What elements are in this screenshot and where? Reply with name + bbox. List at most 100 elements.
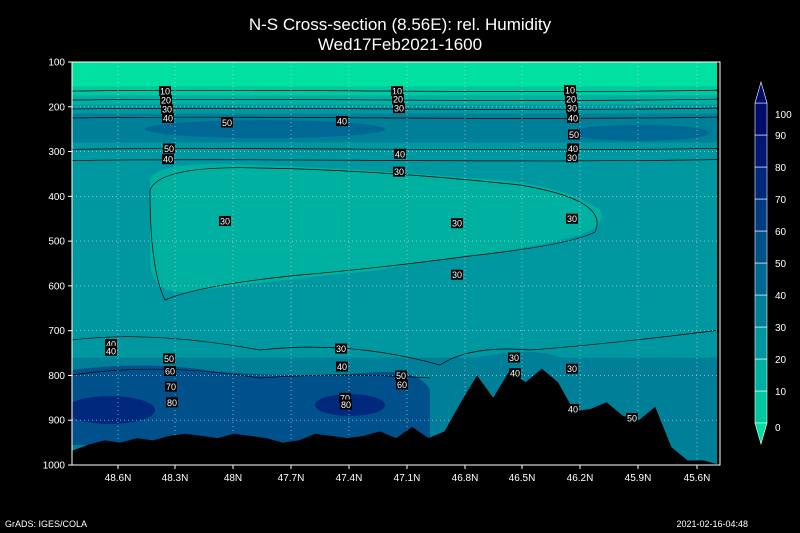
contour-label-bg	[566, 152, 578, 163]
contour-label-bg	[105, 339, 117, 350]
colorbar-segment	[754, 326, 768, 360]
contour-label: 40	[163, 155, 173, 165]
contour-label: 40	[568, 405, 578, 415]
humidity-patch	[570, 124, 710, 141]
contour-label: 20	[161, 96, 171, 106]
colorbar-tick-label: 80	[775, 163, 787, 174]
contour-label-bg	[159, 86, 171, 97]
contour-label-bg	[335, 343, 347, 354]
y-tick-label: 100	[48, 58, 65, 69]
contour-label-bg	[451, 218, 463, 229]
contour-line	[72, 98, 720, 101]
contour-label: 80	[341, 400, 351, 410]
chart-title: N-S Cross-section (8.56E): rel. Humidity	[248, 15, 552, 34]
contour-label: 50	[396, 371, 406, 381]
contour-label: 60	[165, 366, 175, 376]
x-tick-label: 48N	[224, 473, 242, 484]
contour-label: 40	[510, 369, 520, 379]
axes: 100 200 300 400 500 600 700 800 900 1000 48.6N 48.3…	[43, 58, 721, 484]
contour-label: 30	[162, 105, 172, 115]
humidity-band	[72, 142, 720, 152]
colorbar-tick-label: 90	[775, 131, 787, 142]
colorbar-tick-label: 70	[775, 195, 787, 206]
colorbar-tick-label: 30	[775, 323, 787, 334]
contour-label: 10	[160, 87, 170, 97]
contour-label: 40	[395, 149, 405, 159]
contour-label-bg	[566, 213, 578, 224]
contour-label: 40	[568, 144, 578, 154]
y-tick-label: 300	[48, 147, 65, 158]
contour-label-bg	[340, 399, 352, 410]
contour-label-bg	[391, 86, 403, 97]
footer-credit: GrADS: IGES/COLA	[5, 519, 88, 529]
y-tick-label: 1000	[43, 461, 66, 472]
humidity-band	[72, 62, 720, 87]
contour-label-bg	[395, 370, 407, 381]
y-tick-label: 700	[48, 326, 65, 337]
contour-label-bg	[162, 154, 174, 165]
contour-label-bg	[565, 94, 577, 105]
colorbar-segment	[754, 134, 768, 168]
contour-label: 70	[340, 393, 350, 403]
contour-label: 40	[568, 113, 578, 123]
contour-label-bg	[162, 112, 174, 123]
contour-label-bg	[221, 117, 233, 128]
contour-label-bg	[165, 381, 177, 392]
contour-label: 40	[106, 346, 116, 356]
contour-line	[149, 167, 598, 301]
colorbar-segment	[754, 102, 768, 136]
contour-line	[72, 159, 720, 162]
contour-label-bg	[161, 104, 173, 115]
x-tick-label: 47.4N	[336, 473, 363, 484]
x-tick-label: 47.1N	[394, 473, 421, 484]
contour-label-bg	[394, 148, 406, 159]
contour-label: 30	[394, 104, 404, 114]
contour-label-bg	[393, 166, 405, 177]
humidity-patch	[150, 164, 602, 292]
colorbar-segment	[754, 294, 768, 328]
contour-label-bg	[568, 129, 580, 140]
x-tick-label: 45.9N	[625, 473, 652, 484]
contour-label: 50	[164, 144, 174, 154]
contour-label: 50	[569, 130, 579, 140]
contour-line	[72, 89, 720, 92]
colorbar-tick-label: 0	[775, 423, 781, 434]
plot-frame	[71, 61, 721, 466]
contour-label: 70	[166, 382, 176, 392]
contour-label-bg	[163, 353, 175, 364]
contour-label: 40	[163, 113, 173, 123]
contour-label-bg	[219, 215, 231, 226]
contour-label: 30	[220, 216, 230, 226]
contour-label: 30	[567, 364, 577, 374]
humidity-patch	[72, 396, 155, 424]
humidity-patch	[145, 120, 385, 139]
contour-line	[72, 329, 720, 366]
colorbar-segment	[754, 390, 768, 424]
contour-label: 40	[337, 117, 347, 127]
colorbar-tick-label: 100	[775, 110, 792, 121]
contour-label: 10	[565, 86, 575, 96]
x-tick-label: 46.2N	[567, 473, 594, 484]
terrain-silhouette	[72, 368, 720, 465]
contour-label-bg	[567, 404, 579, 415]
y-tick-label: 200	[48, 102, 65, 113]
contour-label: 30	[509, 353, 519, 363]
contour-label-bg	[626, 412, 638, 423]
chart-subtitle: Wed17Feb2021-1600	[317, 35, 483, 54]
colorbar-tick-label: 10	[775, 387, 787, 398]
contour-line	[72, 147, 720, 151]
contour-label-bg	[564, 85, 576, 96]
contour-label-bg	[509, 368, 521, 379]
contour-label-bg	[508, 352, 520, 363]
contour-label-bg	[163, 143, 175, 154]
y-tick-label: 500	[48, 237, 65, 248]
colorbar-top-arrow	[754, 80, 768, 104]
x-tick-label: 48.3N	[162, 473, 189, 484]
contour-line	[72, 107, 720, 110]
contour-label: 50	[164, 354, 174, 364]
contour-label: 50	[222, 118, 232, 128]
colorbar-tick-label: 20	[775, 355, 787, 366]
contour-label-bg	[336, 361, 348, 372]
